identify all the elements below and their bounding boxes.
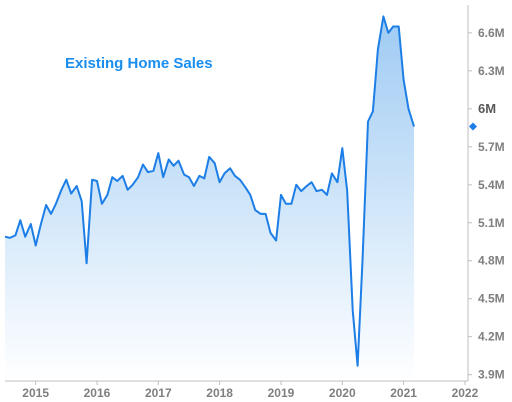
y-tick-label: 4.5M: [478, 292, 505, 306]
y-tick-label: 5.4M: [478, 178, 505, 192]
x-tick-label: 2020: [329, 386, 356, 400]
x-tick-label: 2019: [268, 386, 295, 400]
x-tick-label: 2016: [84, 386, 111, 400]
x-tick-label: 2018: [206, 386, 233, 400]
series-area-fill: [5, 16, 414, 382]
y-tick-label: 6.6M: [478, 26, 505, 40]
y-tick-label: 3.9M: [478, 368, 505, 382]
last-value-marker: [469, 122, 477, 131]
y-tick-label: 6.3M: [478, 64, 505, 78]
chart-title: Existing Home Sales: [65, 55, 213, 72]
series-line: [4, 15, 415, 367]
x-tick-label: 2017: [145, 386, 172, 400]
tick-labels: 2015 2016 2017 2018 2019 2020 2021 2022 3.9M 4.2M…: [22, 26, 504, 400]
x-tick-label: 2015: [22, 386, 49, 400]
y-tick-label: 5.1M: [478, 216, 505, 230]
y-tick-label: 4.8M: [478, 254, 505, 268]
highlight-label: 6M: [478, 101, 496, 116]
y-tick-label: 4.2M: [478, 330, 505, 344]
axes-layer: [5, 5, 477, 385]
y-tick-label: 5.7M: [478, 140, 505, 154]
x-tick-label: 2021: [390, 386, 417, 400]
x-tick-label: 2022: [452, 386, 479, 400]
area-layer: [4, 15, 415, 382]
